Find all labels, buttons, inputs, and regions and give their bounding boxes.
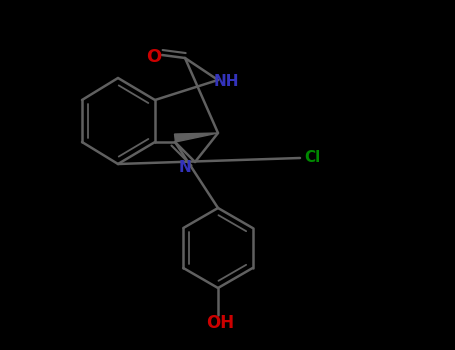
Text: NH: NH xyxy=(213,75,239,90)
Text: O: O xyxy=(147,48,162,66)
Text: N: N xyxy=(179,160,192,175)
Polygon shape xyxy=(175,133,218,142)
Text: OH: OH xyxy=(206,314,234,332)
Text: Cl: Cl xyxy=(304,150,320,166)
